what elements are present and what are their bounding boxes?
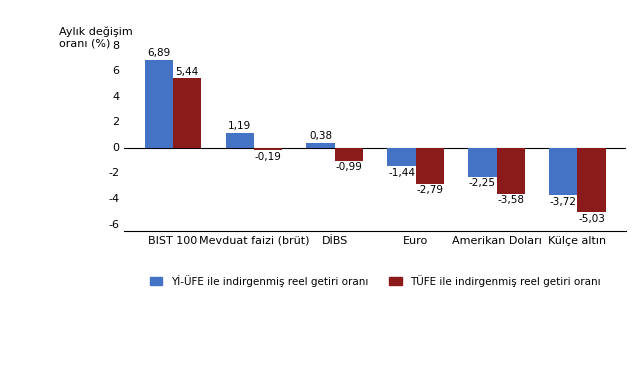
Text: -6: -6 bbox=[108, 220, 119, 230]
Bar bbox=[173, 78, 201, 148]
Text: -3,72: -3,72 bbox=[550, 197, 577, 207]
Text: 4: 4 bbox=[112, 92, 119, 102]
Legend: Yİ-ÜFE ile indirgenmiş reel getiri oranı, TÜFE ile indirgenmiş reel getiri oranı: Yİ-ÜFE ile indirgenmiş reel getiri oranı… bbox=[146, 271, 604, 291]
Text: -2,25: -2,25 bbox=[469, 178, 496, 188]
Bar bbox=[335, 148, 363, 160]
Bar bbox=[578, 148, 606, 212]
Bar bbox=[254, 148, 282, 150]
Bar bbox=[145, 60, 173, 148]
Text: -3,58: -3,58 bbox=[497, 195, 524, 205]
Bar bbox=[549, 148, 578, 195]
Text: 5,44: 5,44 bbox=[176, 67, 199, 77]
Bar bbox=[306, 143, 335, 148]
Bar bbox=[387, 148, 415, 166]
Text: 0,38: 0,38 bbox=[309, 131, 332, 141]
Bar bbox=[415, 148, 444, 184]
Bar bbox=[469, 148, 497, 177]
Text: 2: 2 bbox=[112, 117, 119, 127]
Text: -4: -4 bbox=[108, 194, 119, 204]
Text: 6,89: 6,89 bbox=[147, 48, 171, 58]
Text: -5,03: -5,03 bbox=[578, 214, 605, 224]
Bar bbox=[226, 133, 254, 148]
Bar bbox=[497, 148, 525, 194]
Text: 6: 6 bbox=[112, 66, 119, 76]
Text: 8: 8 bbox=[112, 41, 119, 51]
Text: 1,19: 1,19 bbox=[228, 121, 251, 131]
Text: Aylık değişim
oranı (%): Aylık değişim oranı (%) bbox=[59, 26, 133, 49]
Text: 0: 0 bbox=[112, 143, 119, 153]
Text: -2,79: -2,79 bbox=[417, 185, 444, 195]
Text: -2: -2 bbox=[108, 168, 119, 179]
Text: -0,99: -0,99 bbox=[335, 162, 362, 172]
Text: -0,19: -0,19 bbox=[254, 152, 281, 162]
Text: -1,44: -1,44 bbox=[388, 168, 415, 178]
